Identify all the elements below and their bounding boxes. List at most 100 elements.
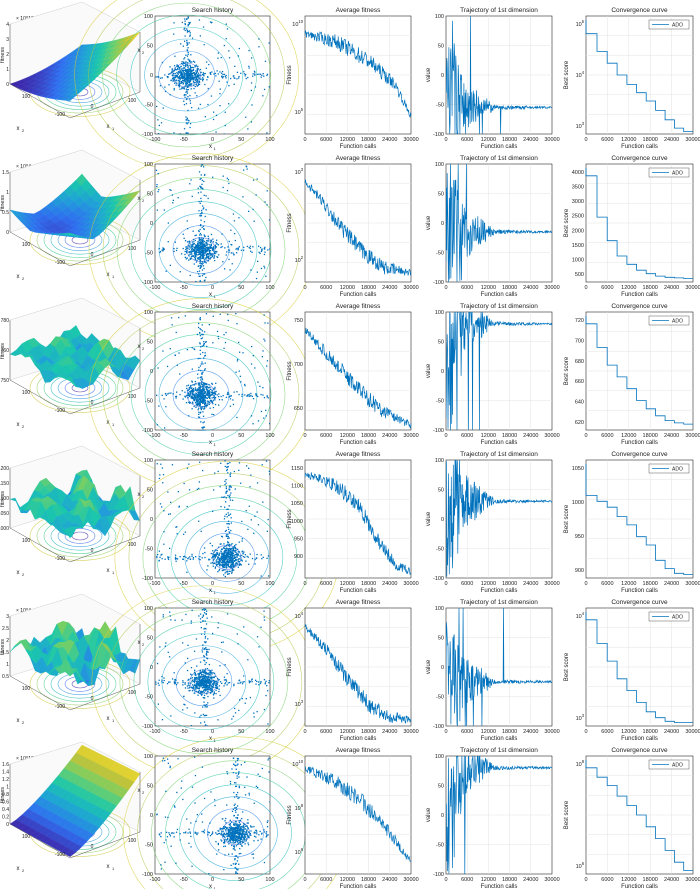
scatter-point — [200, 71, 202, 73]
scatter-point — [228, 393, 230, 395]
scatter-point — [187, 81, 189, 83]
contour-line — [158, 358, 244, 431]
surface-plot: F410001050110011501200fitness100-1000100… — [0, 445, 141, 577]
scatter-point — [217, 571, 219, 573]
scatter-point — [216, 564, 218, 566]
scatter-point — [209, 241, 212, 243]
scatter-point — [189, 253, 191, 255]
scatter-point — [211, 413, 213, 415]
scatter-point — [234, 77, 236, 79]
scatter-point — [218, 554, 220, 556]
scatter-point — [192, 244, 194, 246]
scatter-point — [252, 281, 254, 282]
scatter-point — [204, 627, 206, 630]
scatter-point — [225, 680, 228, 682]
scatter-point — [197, 187, 199, 189]
scatter-point — [161, 675, 163, 678]
scatter-point — [158, 684, 160, 686]
scatter-point — [210, 257, 212, 259]
scatter-point — [162, 107, 164, 109]
scatter-point — [247, 395, 249, 397]
scatter-point — [209, 21, 212, 23]
scatter-point — [164, 427, 166, 429]
scatter-point — [200, 411, 202, 413]
scatter-point — [184, 391, 186, 393]
scatter-point — [232, 213, 235, 215]
scatter-point — [200, 401, 203, 403]
scatter-point — [200, 174, 202, 176]
z-tick-label: 1200 — [0, 466, 9, 472]
x-tick-label: 24000 — [523, 137, 538, 143]
scatter-point — [216, 549, 218, 552]
y-tick-label: -100 — [142, 280, 153, 286]
scatter-point — [196, 79, 199, 81]
y-tick-label: 50 — [147, 636, 153, 642]
x-tick-label: 0 — [303, 581, 306, 587]
scatter-point — [204, 687, 206, 689]
scatter-point — [230, 551, 232, 553]
scatter-point — [231, 572, 233, 574]
scatter-point — [217, 52, 219, 54]
scatter-point — [213, 697, 215, 699]
scatter-point — [225, 550, 227, 552]
x-tick-label: -100 — [149, 285, 160, 291]
scatter-point — [195, 395, 197, 397]
scatter-point — [194, 398, 196, 401]
scatter-point — [169, 611, 171, 613]
scatter-point — [207, 651, 209, 653]
scatter-point — [198, 265, 200, 267]
scatter-point — [250, 415, 253, 417]
scatter-point — [192, 398, 194, 400]
scatter-point — [223, 347, 225, 349]
z-tick-label: 1 — [6, 190, 9, 196]
scatter-point — [229, 474, 231, 476]
scatter-point — [199, 242, 201, 245]
scatter-point — [185, 65, 187, 67]
scatter-point — [199, 404, 201, 406]
scatter-point — [187, 394, 189, 396]
scatter-point — [208, 682, 211, 684]
scatter-point — [248, 49, 250, 52]
scatter-point — [207, 197, 209, 200]
scatter-point — [198, 391, 200, 394]
scatter-point — [177, 68, 179, 70]
scatter-point — [202, 706, 204, 708]
scatter-point — [215, 689, 217, 691]
scatter-point — [217, 681, 219, 683]
scatter-point — [156, 184, 158, 186]
scatter-point — [266, 685, 268, 687]
scatter-point — [239, 375, 241, 377]
scatter-point — [174, 72, 176, 75]
scatter-point — [199, 394, 201, 396]
scatter-point — [209, 251, 211, 253]
scatter-point — [188, 80, 190, 82]
trajectory-title: Trajectory of 1st dimension — [460, 303, 538, 310]
x-tick-label: 50 — [238, 285, 244, 291]
scatter-point — [186, 257, 188, 259]
scatter-point — [204, 402, 207, 405]
z-exponent: × 10^13 — [16, 16, 34, 22]
scatter-point — [199, 319, 201, 321]
scatter-point — [186, 64, 188, 66]
scatter-point — [192, 255, 194, 257]
scatter-point — [157, 172, 159, 175]
scatter-point — [196, 68, 198, 70]
scatter-point — [174, 241, 176, 243]
scatter-point — [186, 18, 188, 21]
scatter-point — [201, 389, 203, 391]
scatter-point — [195, 638, 198, 640]
x-tick-label: 24000 — [664, 285, 679, 291]
scatter-point — [180, 77, 182, 79]
y-tick-label: 700 — [575, 338, 584, 344]
scatter-point — [196, 81, 198, 83]
scatter-point — [224, 664, 226, 666]
search-history-title: Search history — [192, 155, 234, 162]
scatter-point — [229, 532, 231, 534]
scatter-point — [223, 685, 225, 687]
scatter-point — [178, 75, 181, 77]
scatter-point — [226, 556, 228, 559]
scatter-point — [230, 529, 232, 532]
scatter-point — [226, 469, 228, 472]
scatter-point — [196, 690, 198, 693]
